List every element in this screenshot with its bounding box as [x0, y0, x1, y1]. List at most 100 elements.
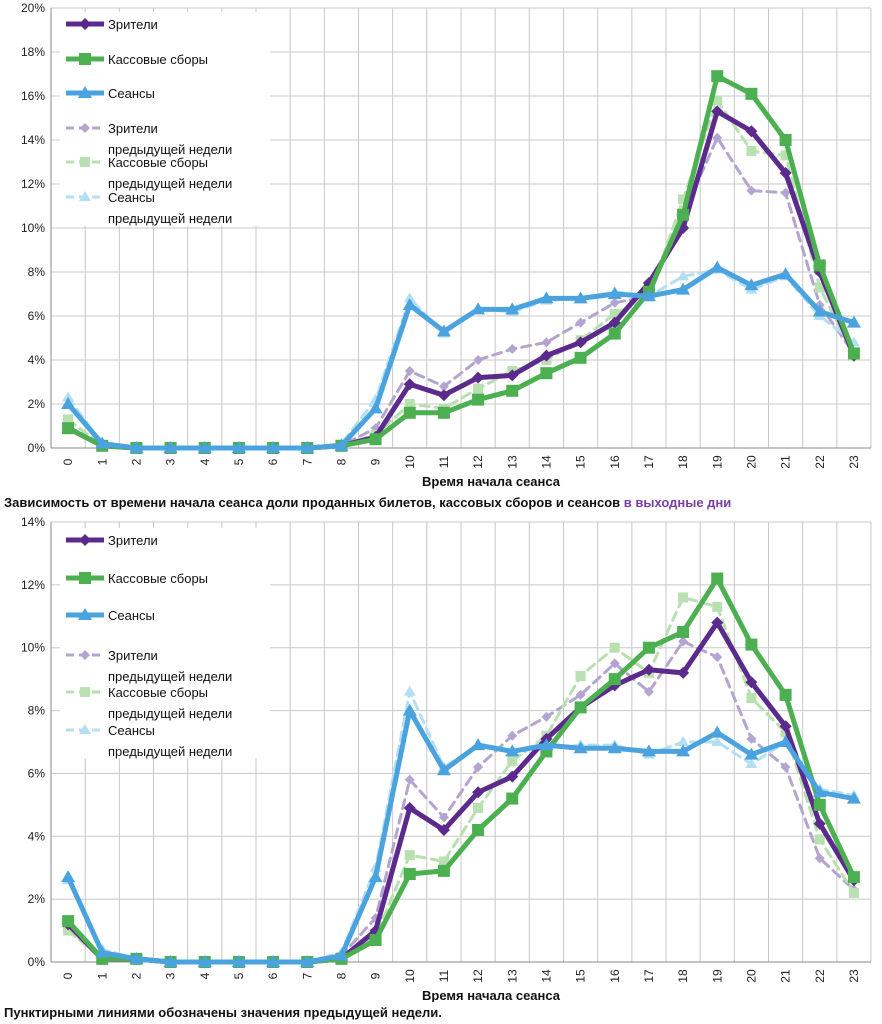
data-point-sessions [231, 441, 246, 453]
data-point-boxoffice [608, 673, 621, 686]
x-tick-label: 4 [198, 972, 212, 979]
data-point-viewers [574, 336, 587, 349]
data-point-sessions_prev [711, 736, 724, 746]
y-tick-label: 10% [21, 221, 45, 235]
data-point-boxoffice [574, 351, 587, 364]
data-point-boxoffice_prev [404, 399, 415, 409]
data-point-viewers [403, 802, 416, 814]
data-point-sessions [436, 763, 451, 776]
series-sessions [61, 703, 861, 967]
data-point-sessions [573, 741, 588, 754]
data-point-boxoffice_prev [63, 925, 74, 936]
data-point-viewers [540, 349, 553, 362]
data-point-sessions [61, 870, 76, 883]
data-point-boxoffice_prev [609, 308, 620, 319]
data-point-sessions [231, 955, 246, 967]
data-point-sessions [505, 744, 520, 757]
data-point-sessions [300, 955, 315, 967]
data-point-sessions [812, 785, 827, 798]
data-point-sessions [539, 738, 554, 751]
data-point-sessions_prev [745, 758, 758, 768]
data-point-boxoffice [369, 433, 382, 446]
data-point-sessions [744, 747, 759, 760]
data-point-sessions_prev [403, 685, 416, 696]
x-tick-label: 3 [164, 458, 178, 465]
data-point-sessions [129, 441, 144, 453]
data-point-sessions [402, 298, 417, 310]
x-tick-label: 22 [813, 455, 827, 469]
data-point-boxoffice [506, 792, 519, 805]
data-point-sessions_prev [677, 736, 690, 746]
data-point-boxoffice_prev [814, 834, 825, 845]
data-point-sessions [129, 951, 144, 964]
data-point-boxoffice [779, 688, 792, 701]
x-tick-label: 21 [779, 455, 793, 469]
legend-marker-sessions_prev [79, 724, 91, 734]
data-point-viewers_prev [712, 652, 723, 663]
data-point-viewers_prev [473, 355, 484, 365]
data-point-viewers_prev [678, 636, 689, 647]
data-point-viewers_prev [438, 812, 449, 823]
x-tick-label: 16 [608, 455, 622, 469]
legend-marker-sessions_prev [79, 191, 91, 201]
x-tick-label: 15 [574, 969, 588, 983]
data-point-boxoffice [677, 626, 690, 638]
x-tick-label: 6 [266, 972, 280, 979]
data-point-viewers_prev [780, 762, 791, 773]
y-tick-label: 2% [28, 892, 46, 906]
data-point-boxoffice [779, 134, 792, 146]
y-tick-label: 18% [21, 45, 45, 59]
data-point-viewers_prev [814, 853, 825, 864]
data-point-boxoffice_prev [814, 282, 825, 293]
data-point-viewers_prev [404, 366, 415, 376]
data-point-sessions [744, 278, 759, 291]
x-tick-label: 22 [813, 969, 827, 983]
data-point-viewers_prev [575, 689, 586, 700]
legend-label-boxoffice_prev-suffix: предыдущей недели [108, 176, 232, 191]
data-point-boxoffice [472, 824, 485, 836]
y-tick-label: 4% [28, 829, 46, 843]
data-point-boxoffice_prev [746, 693, 757, 703]
data-point-boxoffice_prev [438, 856, 449, 867]
data-point-sessions [676, 744, 691, 757]
x-tick-label: 20 [744, 969, 758, 983]
data-point-sessions [163, 441, 178, 453]
data-point-boxoffice_prev [712, 601, 723, 612]
data-point-sessions [368, 870, 383, 883]
data-point-viewers_prev [609, 297, 620, 308]
data-point-viewers_prev [541, 337, 552, 348]
legend-label-boxoffice_prev: Кассовые сборы [108, 155, 208, 170]
y-tick-label: 6% [28, 766, 46, 780]
data-point-viewers [745, 125, 758, 138]
legend-label-boxoffice_prev: Кассовые сборы [108, 685, 208, 700]
data-point-boxoffice [608, 327, 621, 340]
data-point-sessions_prev [403, 292, 416, 303]
data-point-boxoffice_prev [746, 146, 757, 156]
data-point-boxoffice [403, 406, 416, 419]
data-point-viewers_prev [746, 733, 757, 744]
legend-marker-boxoffice_prev [80, 687, 90, 697]
data-point-boxoffice [745, 638, 758, 651]
data-point-viewers_prev [541, 711, 552, 722]
legend-background [60, 12, 270, 226]
data-point-boxoffice_prev [473, 383, 484, 394]
data-point-boxoffice_prev [507, 755, 518, 766]
legend-marker-boxoffice_prev [80, 157, 90, 167]
legend-label-boxoffice_prev-suffix: предыдущей недели [108, 706, 232, 721]
series-sessions [61, 260, 861, 453]
data-point-boxoffice [369, 934, 382, 946]
x-tick-label: 6 [266, 458, 280, 465]
dashed-lines-note: Пунктирными линиями обозначены значения … [4, 1005, 442, 1020]
data-point-sessions [266, 441, 281, 453]
data-point-viewers_prev [575, 317, 586, 328]
y-tick-label: 14% [21, 133, 45, 147]
data-point-sessions [846, 315, 861, 328]
x-tick-label: 21 [779, 969, 793, 983]
caption-accent-text: в выходные дни [623, 495, 732, 510]
x-tick-label: 14 [539, 969, 553, 983]
data-point-boxoffice_prev [678, 194, 689, 205]
data-point-viewers [437, 389, 450, 402]
data-point-viewers_prev [780, 187, 791, 198]
x-tick-label: 5 [232, 458, 246, 465]
data-point-sessions [607, 287, 622, 299]
